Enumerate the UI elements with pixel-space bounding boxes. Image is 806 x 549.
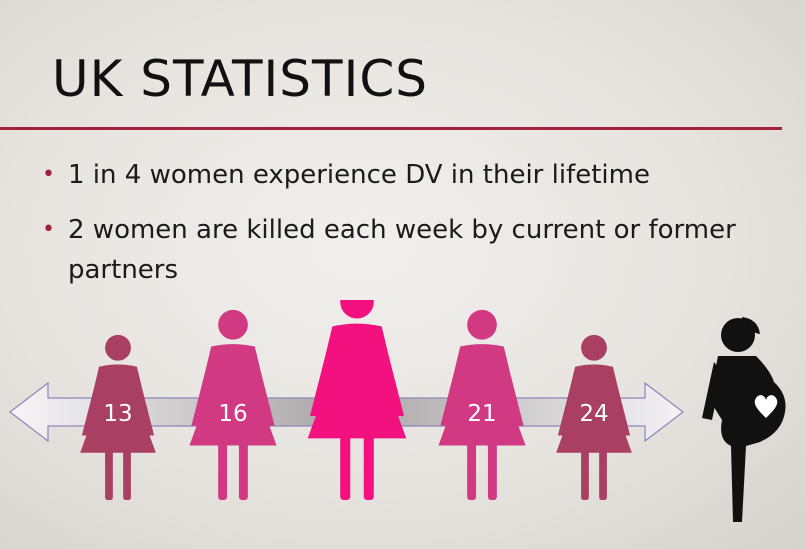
bullet-item: • 1 in 4 women experience DV in their li… [40,155,780,195]
woman-figure-icon [307,300,407,500]
bullet-dot-icon: • [42,217,55,242]
age-label: 24 [579,401,608,427]
slide-title: UK STATISTICS [52,50,428,108]
age-label: 13 [103,401,132,427]
bullet-item: • 2 women are killed each week by curren… [40,210,780,290]
woman-figure-icon [556,334,632,500]
bullet-text: 2 women are killed each week by current … [68,215,736,285]
bullet-list: • 1 in 4 women experience DV in their li… [40,155,780,305]
woman-figure-icon [80,334,156,500]
age-label: 16 [218,401,247,427]
bullet-text: 1 in 4 women experience DV in their life… [68,160,650,190]
heart-icon [754,395,778,418]
bullet-dot-icon: • [42,162,55,187]
age-timeline-figure: 13 16 21 24 [9,300,786,522]
age-label: 21 [467,401,496,427]
title-divider [0,127,782,130]
woman-figure-icon [438,309,526,500]
woman-figure-icon [189,309,277,500]
pregnant-woman-icon [702,317,786,522]
